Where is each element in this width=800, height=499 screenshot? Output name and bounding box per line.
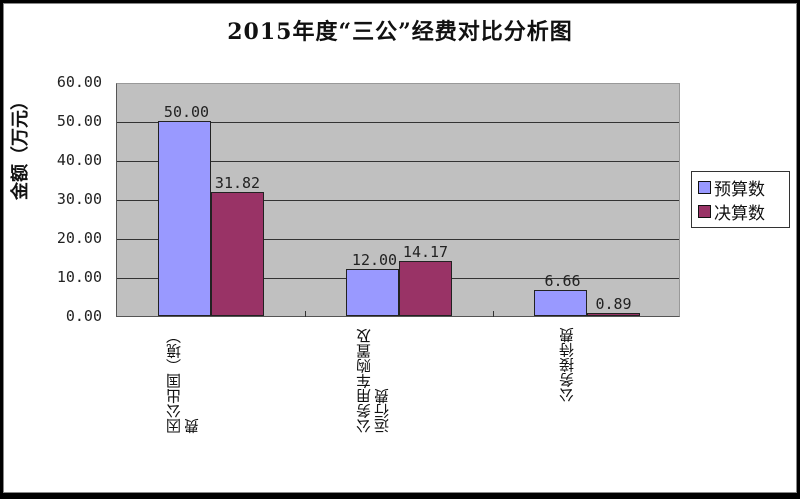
x-category-label: 因公出国（境）费: [165, 328, 201, 434]
gridline: [117, 122, 679, 123]
bar-budget: [534, 290, 587, 316]
gridline: [117, 239, 679, 240]
value-label: 50.00: [163, 103, 210, 121]
x-category-label: 公务用车购置及 运行费: [355, 328, 391, 434]
bar-budget: [158, 121, 211, 316]
legend-label: 预算数: [714, 179, 765, 200]
plot-area: 50.00 31.82 12.00 14.17 6.66 0.89: [116, 83, 680, 317]
y-tick-label: 30.00: [56, 190, 102, 208]
y-tick-label: 10.00: [56, 268, 102, 286]
budget-swatch-icon: [698, 180, 711, 194]
x-category-label: 公务接待费: [558, 327, 576, 403]
legend: 预算数 决算数: [691, 171, 790, 228]
y-tick-label: 40.00: [56, 151, 102, 169]
value-label: 6.66: [544, 272, 581, 291]
value-label: 0.89: [595, 294, 632, 313]
x-tick: [493, 311, 494, 317]
x-tick: [305, 311, 306, 317]
value-label: 31.82: [214, 173, 261, 192]
bar-actual: [399, 260, 452, 316]
bar-budget: [346, 269, 399, 316]
y-tick-label: 50.00: [56, 112, 102, 130]
legend-label: 决算数: [714, 203, 765, 224]
actual-swatch-icon: [698, 204, 711, 218]
gridline: [117, 200, 679, 201]
y-tick-label: 0.00: [65, 307, 102, 325]
y-axis-label: 金额（万元）: [10, 92, 31, 200]
value-label: 12.00: [351, 251, 398, 270]
bar-actual: [211, 191, 264, 316]
bar-actual: [587, 312, 640, 316]
y-tick-label: 60.00: [56, 73, 102, 91]
chart-title: 2015年度“三公”经费对比分析图: [227, 19, 573, 45]
value-label: 14.17: [402, 242, 449, 261]
gridline: [117, 161, 679, 162]
y-tick-label: 20.00: [56, 229, 102, 247]
legend-item-budget: 预算数: [698, 177, 765, 200]
legend-item-actual: 决算数: [698, 201, 765, 224]
